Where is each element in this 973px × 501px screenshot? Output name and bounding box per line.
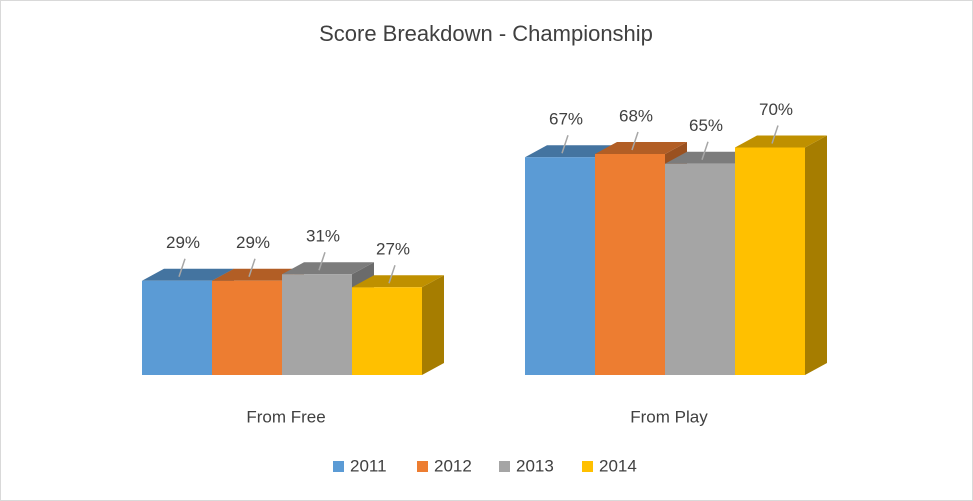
bar-front bbox=[212, 280, 282, 375]
bar-top bbox=[735, 135, 827, 148]
chart-title: Score Breakdown - Championship bbox=[319, 21, 653, 46]
bar-top bbox=[352, 275, 444, 288]
leader-line bbox=[248, 258, 256, 277]
data-label: 31% bbox=[306, 227, 340, 246]
data-label: 29% bbox=[166, 233, 200, 252]
bar-side bbox=[422, 275, 444, 375]
x-tick-label: From Free bbox=[246, 407, 325, 426]
bar bbox=[735, 135, 827, 375]
bar-top bbox=[525, 145, 617, 158]
bar-top bbox=[665, 151, 757, 164]
data-label: 67% bbox=[549, 110, 583, 129]
legend-swatch bbox=[499, 461, 510, 472]
bar-front bbox=[595, 154, 665, 375]
leader-line bbox=[561, 135, 569, 154]
leader-line bbox=[318, 252, 326, 271]
leader-line bbox=[388, 265, 396, 284]
bar-front bbox=[665, 163, 735, 375]
leader-line bbox=[771, 125, 779, 144]
bar-front bbox=[525, 157, 595, 375]
legend-label: 2012 bbox=[434, 456, 472, 475]
bar bbox=[352, 275, 444, 375]
bar-top bbox=[142, 268, 234, 281]
legend-swatch bbox=[582, 461, 593, 472]
data-label: 65% bbox=[689, 116, 723, 135]
bar-top bbox=[212, 268, 304, 281]
data-label: 29% bbox=[236, 233, 270, 252]
legend-label: 2011 bbox=[350, 456, 387, 475]
leader-line bbox=[178, 258, 186, 277]
bar-front bbox=[282, 274, 352, 375]
legend-swatch bbox=[417, 461, 428, 472]
leader-line bbox=[701, 141, 709, 160]
bar-front bbox=[352, 287, 422, 375]
bar-front bbox=[735, 147, 805, 375]
bar-front bbox=[142, 280, 212, 375]
x-tick-label: From Play bbox=[630, 407, 708, 426]
data-label: 70% bbox=[759, 100, 793, 119]
bar-side bbox=[805, 135, 827, 375]
bar-top bbox=[282, 262, 374, 275]
legend-label: 2014 bbox=[599, 456, 637, 475]
legend-swatch bbox=[333, 461, 344, 472]
data-label: 68% bbox=[619, 106, 653, 125]
data-label: 27% bbox=[376, 240, 410, 259]
leader-line bbox=[631, 131, 639, 151]
legend-label: 2013 bbox=[516, 456, 554, 475]
bar-top bbox=[595, 142, 687, 154]
